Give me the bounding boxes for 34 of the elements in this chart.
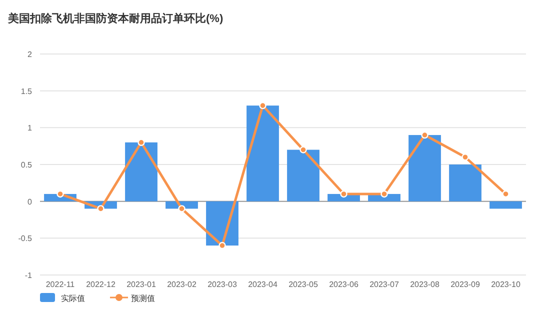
point <box>300 146 307 154</box>
y-tick-label: 1.5 <box>20 86 33 96</box>
x-tick-label: 2023-09 <box>450 280 480 289</box>
legend-label: 预测值 <box>131 294 155 303</box>
point <box>340 190 348 198</box>
point <box>97 205 104 212</box>
point <box>178 205 186 212</box>
bar <box>246 106 279 202</box>
y-tick-label: 0.5 <box>20 160 33 170</box>
bar <box>125 142 158 202</box>
x-tick-label: 2023-06 <box>329 280 359 289</box>
x-tick-label: 2023-03 <box>208 280 238 289</box>
point <box>462 154 469 161</box>
y-tick-label: 0 <box>28 197 33 206</box>
y-tick-label: 1 <box>28 124 33 133</box>
x-tick-label: 2023-02 <box>167 280 197 289</box>
bar <box>449 164 482 202</box>
x-tick-label: 2023-05 <box>288 280 318 289</box>
x-tick-label: 2022-11 <box>46 280 76 289</box>
point <box>380 190 388 198</box>
x-tick-label: 2023-07 <box>370 280 400 289</box>
y-tick-label: 2 <box>28 50 33 59</box>
x-tick-label: 2023-10 <box>491 280 521 289</box>
bar <box>408 135 441 202</box>
y-tick-label: -0.5 <box>18 234 33 244</box>
x-tick-label: 2023-04 <box>248 280 278 289</box>
bar <box>490 201 522 209</box>
bar <box>287 150 320 202</box>
x-tick-label: 2023-01 <box>126 280 156 289</box>
chart-title: 美国扣除飞机非国防资本耐用品订单环比(%) <box>7 12 224 25</box>
y-tick-label: -1 <box>24 271 33 280</box>
x-tick-label: 2023-08 <box>410 280 440 289</box>
legend-label: 实际值 <box>61 294 85 303</box>
x-tick-label: 2022-12 <box>86 280 116 289</box>
